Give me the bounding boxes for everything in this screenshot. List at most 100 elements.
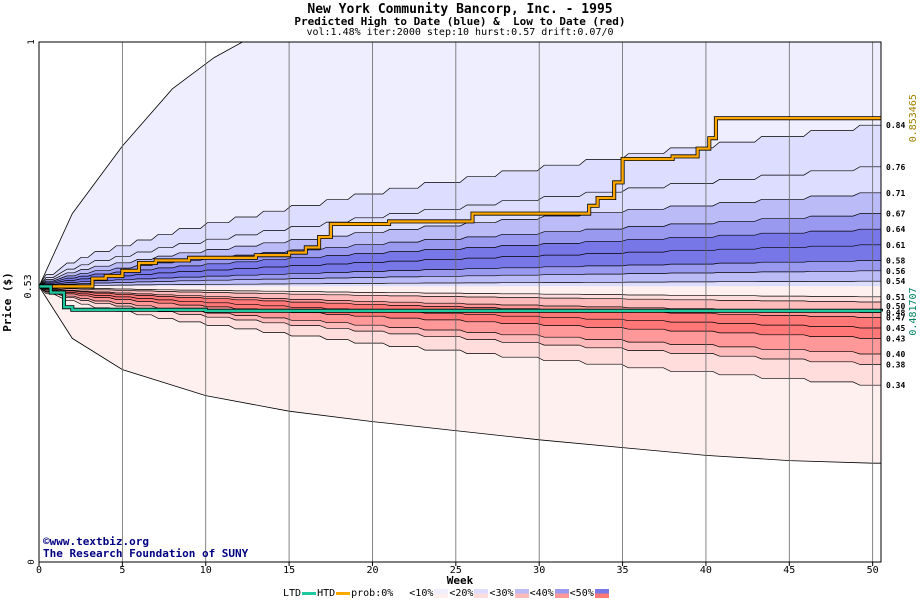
quantile-curve <box>38 286 881 318</box>
right-quantile-label: 0.45 <box>886 324 905 333</box>
right-quantile-label: 0.50 <box>886 302 905 311</box>
chart-legend: LTD HTD prob:0% <10% <20% <30% <40% <50% <box>283 587 610 600</box>
grid-lines <box>121 42 874 562</box>
chart-subtitle: Predicted High to Date (blue) & Low to D… <box>294 15 626 28</box>
legend-bin-swatch <box>554 589 569 598</box>
legend-ltd-swatch <box>302 592 317 595</box>
right-quantile-label: 0.84 <box>886 121 905 130</box>
quantile-curve <box>38 124 881 287</box>
x-tick-label: 35 <box>617 565 629 576</box>
x-tick-label: 30 <box>533 565 545 576</box>
right-quantile-label: 0.67 <box>886 210 905 219</box>
low-probability-band <box>39 286 881 339</box>
low-probability-band <box>39 286 881 302</box>
legend-htd-label: HTD <box>317 588 336 599</box>
quantile-curve <box>38 280 881 287</box>
high-probability-band <box>39 281 881 287</box>
quantile-curve <box>38 286 881 303</box>
high-probability-band <box>39 270 881 287</box>
chart-title: New York Community Bancorp, Inc. - 1995 <box>307 2 613 17</box>
x-tick-label: 40 <box>700 565 712 576</box>
right-high-value-label: 0.853465 <box>908 94 919 142</box>
credit-website[interactable]: ©www.textbiz.org <box>43 535 149 548</box>
low-probability-band <box>39 286 881 365</box>
legend-bin-swatch <box>474 589 489 598</box>
axis-labels: 0 5 10 15 20 25 30 35 40 45 50 Week 0 1 0.53 Price ($) 0… <box>1 39 919 587</box>
right-quantile-label: 0.76 <box>886 163 905 172</box>
x-tick-label: 20 <box>366 565 378 576</box>
quantile-curve <box>38 244 881 287</box>
y-tick-label: 1 <box>27 39 37 44</box>
x-tick-label: 0 <box>36 565 42 576</box>
legend-bin-swatch <box>594 589 609 598</box>
quantile-curve <box>38 286 881 298</box>
quantile-curve <box>38 286 881 329</box>
legend-bin-label: <10% <box>409 588 434 599</box>
axes <box>38 562 874 566</box>
x-tick-label: 15 <box>283 565 295 576</box>
right-quantile-label: 0.34 <box>886 381 905 390</box>
plot-frame <box>38 41 882 563</box>
quantile-curve <box>38 166 881 287</box>
quantile-curve <box>38 286 881 365</box>
high-probability-band <box>39 260 881 287</box>
series-ltd-line <box>39 285 883 312</box>
x-tick-label: 5 <box>119 565 125 576</box>
high-probability-band <box>39 192 881 287</box>
low-probability-band <box>39 286 881 328</box>
low-probability-band <box>39 286 881 297</box>
high-probability-band <box>39 213 881 287</box>
quantile-curve <box>38 270 881 287</box>
legend-bin-swatch <box>514 589 529 598</box>
quantile-curve <box>38 260 881 287</box>
chart-parameters: vol:1.48% iter:2000 step:10 hurst:0.57 d… <box>306 27 614 38</box>
legend-prob-label: prob:0% <box>351 588 394 599</box>
right-quantile-label: 0.48 <box>886 308 905 317</box>
right-quantile-label: 0.51 <box>886 293 905 302</box>
legend-bin-label: <40% <box>529 588 554 599</box>
series-lines <box>39 116 883 313</box>
right-quantile-label: 0.54 <box>886 277 905 286</box>
legend-bin-swatch <box>434 589 449 598</box>
legend-bin-swatch <box>394 589 409 598</box>
right-quantile-label: 0.64 <box>886 225 905 234</box>
right-quantile-label: 0.58 <box>886 256 905 265</box>
quantile-curve <box>38 228 881 287</box>
x-axis-title: Week <box>447 574 474 587</box>
right-quantile-label: 0.40 <box>886 350 905 359</box>
legend-bin-label: <50% <box>569 588 594 599</box>
quantile-curve <box>38 286 881 339</box>
high-probability-band <box>39 244 881 287</box>
x-tick-label: 10 <box>200 565 212 576</box>
x-tick-label: 45 <box>783 565 795 576</box>
legend-htd-swatch <box>336 592 351 595</box>
legend-bin-label: <20% <box>449 588 474 599</box>
x-tick-label: 50 <box>867 565 879 576</box>
series-htd-line <box>39 116 881 288</box>
right-quantile-label: 0.47 <box>886 314 905 323</box>
right-low-value-label: 0.481707 <box>908 287 919 335</box>
high-probability-band <box>39 125 881 287</box>
right-quantile-label: 0.43 <box>886 334 905 343</box>
legend-ltd-label: LTD <box>283 588 302 599</box>
probability-bands <box>38 41 881 464</box>
right-quantile-label: 0.38 <box>886 360 905 369</box>
y-axis-title: Price ($) <box>1 272 14 332</box>
high-probability-band <box>39 229 881 287</box>
low-probability-band <box>39 286 881 386</box>
y-tick-label: 0 <box>27 559 37 564</box>
quantile-curve <box>38 192 881 287</box>
low-probability-band <box>39 286 881 313</box>
right-quantile-label: 0.56 <box>886 267 905 276</box>
low-probability-band <box>39 286 881 464</box>
credit-organization: The Research Foundation of SUNY <box>43 547 249 560</box>
legend-bin-label: <30% <box>489 588 514 599</box>
high-probability-band <box>39 166 881 287</box>
right-quantile-label: 0.61 <box>886 241 905 250</box>
y-start-price-label: 0.53 <box>23 274 34 298</box>
x-tick-label: 25 <box>450 565 462 576</box>
right-quantile-label: 0.71 <box>886 189 905 198</box>
quantile-curve <box>38 286 881 386</box>
high-probability-band <box>39 42 881 287</box>
